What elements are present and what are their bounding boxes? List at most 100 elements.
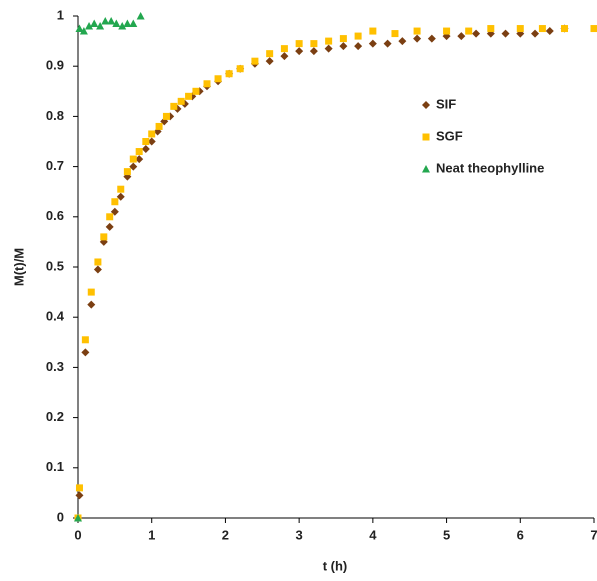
y-tick-label: 0.6 [46,208,64,223]
point [129,19,138,28]
point [354,42,363,51]
point [155,122,163,130]
point [265,57,274,66]
point [129,162,138,171]
point [94,258,102,266]
point [413,27,421,35]
x-tick-label: 1 [148,527,155,542]
point [96,22,105,30]
point [106,213,114,221]
point [87,288,95,296]
point [85,22,94,30]
point [74,514,82,522]
point [123,19,132,28]
x-axis-label: t (h) [323,558,348,573]
legend-marker [422,133,430,141]
point [203,80,211,88]
point [118,22,127,30]
point [107,17,116,25]
y-tick-label: 0.9 [46,58,64,73]
point [369,27,377,35]
legend-label: SIF [436,96,456,111]
point [457,32,466,41]
point [391,30,399,38]
y-tick-label: 0.7 [46,158,64,173]
point [177,97,185,105]
point [123,168,131,176]
x-tick-label: 4 [369,527,377,542]
point [383,39,392,48]
point [501,29,510,38]
legend-label: SGF [436,128,463,143]
point [309,47,318,56]
y-tick-label: 0 [57,509,64,524]
point [81,348,90,357]
point [75,491,84,500]
y-tick-label: 0.2 [46,409,64,424]
point [162,112,170,120]
point [280,52,289,61]
point [116,192,125,201]
point [93,265,102,274]
point [325,37,333,45]
point [75,484,83,492]
point [105,222,114,231]
point [310,40,318,48]
point [443,27,451,35]
point [147,137,156,146]
x-tick-label: 2 [222,527,229,542]
point [225,70,233,78]
point [295,47,304,56]
point [295,40,303,48]
x-tick-label: 6 [517,527,524,542]
point [100,233,108,241]
point [75,24,84,33]
point [90,19,99,28]
x-tick-label: 0 [74,527,81,542]
point [354,32,362,40]
point [516,25,524,33]
point [236,65,244,73]
y-tick-label: 0.5 [46,258,64,273]
point [101,17,110,25]
y-axis-label: M(t)/M [11,248,26,286]
point [538,25,546,33]
point [170,102,178,110]
point [112,19,121,28]
point [531,29,540,38]
y-tick-label: 0.3 [46,359,64,374]
point [545,27,554,36]
point [339,42,348,51]
point [111,198,119,206]
point [427,34,436,43]
point [117,185,125,193]
point [136,12,145,20]
point [413,34,422,43]
point [280,45,288,53]
y-tick-label: 1 [57,7,64,22]
point [79,27,88,35]
point [129,155,137,163]
point [214,75,222,83]
point [81,336,89,344]
point [324,44,333,53]
y-tick-label: 0.8 [46,108,64,123]
point [142,138,150,145]
point [368,39,377,48]
point [339,35,347,43]
point [192,87,200,95]
point [185,92,193,100]
point [472,29,481,38]
point [590,25,597,33]
point [465,27,473,35]
point [487,25,495,33]
point [561,25,569,33]
x-tick-label: 7 [590,527,597,542]
point [87,300,96,309]
point [251,57,259,65]
legend-marker [422,101,430,109]
point [266,50,274,58]
legend-label: Neat theophylline [436,160,544,175]
x-tick-label: 5 [443,527,450,542]
